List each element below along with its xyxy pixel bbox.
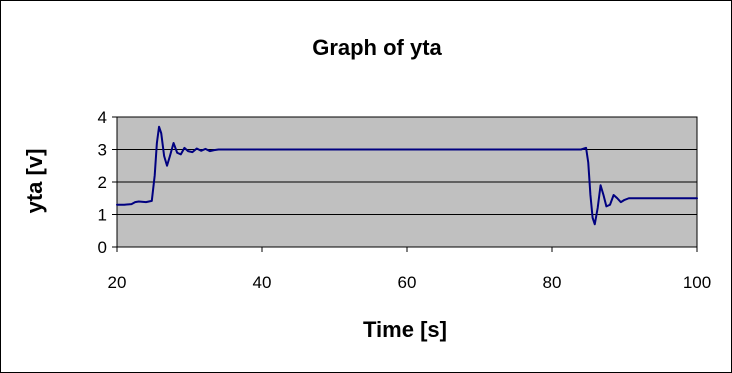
y-tick-label-2: 2 (98, 173, 107, 192)
series-line-0 (116, 125, 698, 226)
y-tick-label-1: 1 (98, 206, 107, 225)
x-tick-label-60: 60 (398, 273, 417, 292)
x-tick-label-100: 100 (683, 273, 711, 292)
axis-ticks: 0 1 2 3 4 20 40 60 80 100 (98, 108, 712, 292)
y-tick-label-4: 4 (98, 108, 107, 127)
x-tick-label-80: 80 (543, 273, 562, 292)
chart-title: Graph of yta (312, 35, 442, 60)
y-axis-title: yta [v] (22, 149, 47, 214)
x-tick-label-20: 20 (108, 273, 127, 292)
x-axis-title: Time [s] (363, 317, 447, 342)
series-layer (116, 125, 698, 226)
x-tick-label-40: 40 (253, 273, 272, 292)
y-tick-label-3: 3 (98, 141, 107, 160)
y-tick-label-0: 0 (98, 238, 107, 257)
